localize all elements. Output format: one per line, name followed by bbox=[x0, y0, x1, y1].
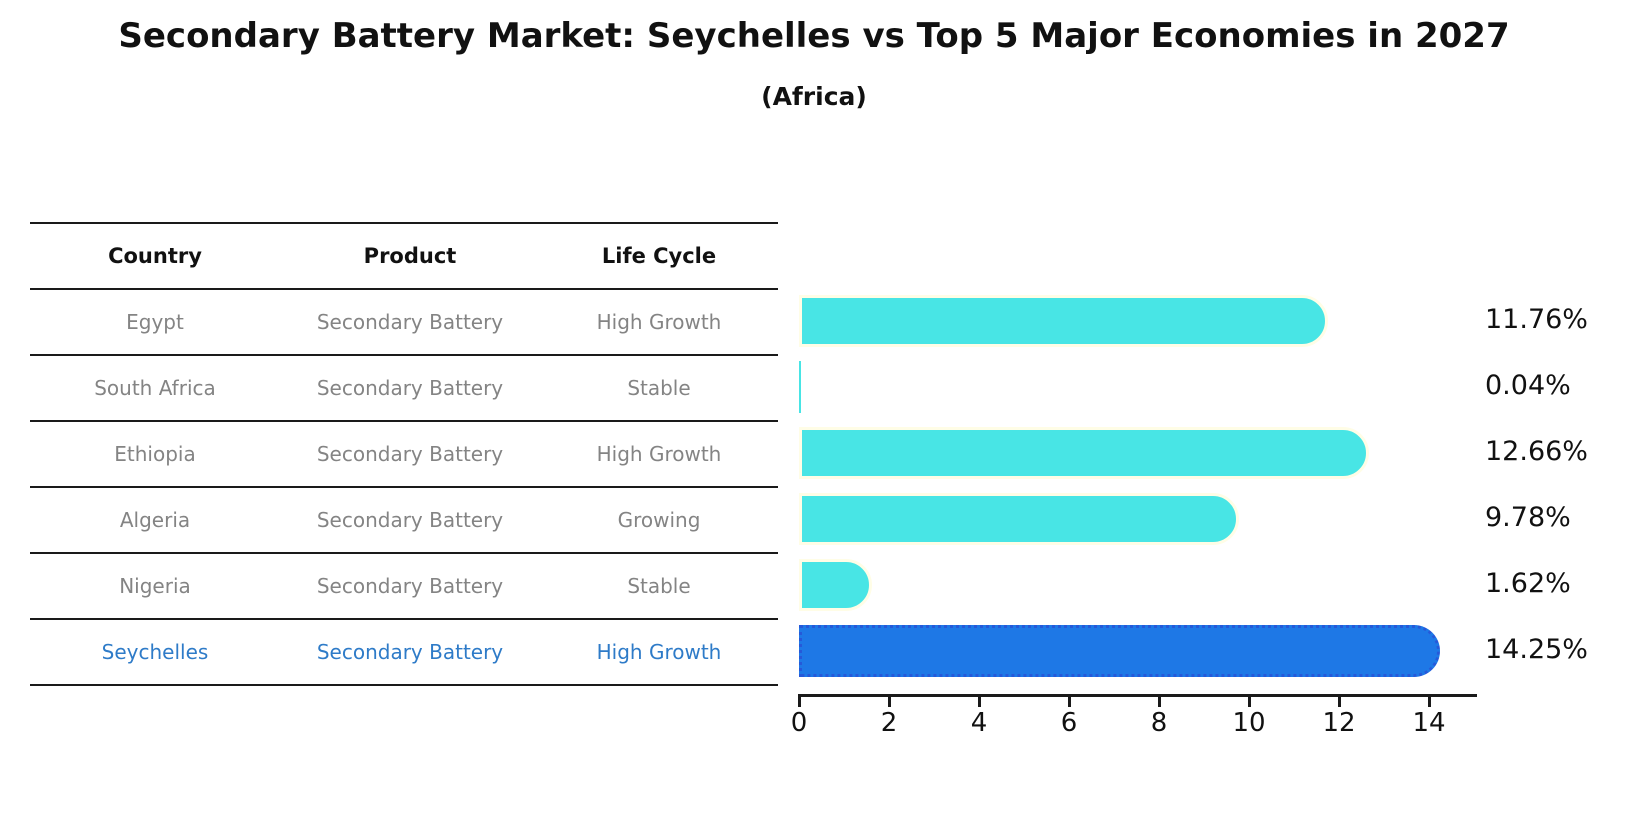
table-cell-product: Secondary Battery bbox=[316, 376, 504, 400]
bar-seychelles bbox=[799, 625, 1441, 677]
table-row: Algeria Secondary Battery Growing bbox=[30, 486, 778, 552]
x-tick-mark bbox=[978, 694, 981, 707]
table-header-country: Country bbox=[108, 244, 202, 268]
table-row: Nigeria Secondary Battery Stable bbox=[30, 552, 778, 618]
table-row: Egypt Secondary Battery High Growth bbox=[30, 288, 778, 354]
x-axis-line bbox=[799, 694, 1477, 697]
x-tick-mark bbox=[1338, 694, 1341, 707]
table-cell-country: Algeria bbox=[119, 508, 191, 532]
bar-value-label: 12.66% bbox=[1485, 436, 1588, 467]
table-row: Ethiopia Secondary Battery High Growth bbox=[30, 420, 778, 486]
table-header-row: Country Product Life Cycle bbox=[30, 222, 778, 288]
x-tick-mark bbox=[1248, 694, 1251, 707]
table-cell-country: Egypt bbox=[126, 310, 184, 334]
table-cell-country: Ethiopia bbox=[114, 442, 196, 466]
table-cell-life-cycle: High Growth bbox=[596, 640, 722, 664]
bar-algeria bbox=[799, 493, 1240, 545]
x-tick-mark bbox=[1428, 694, 1431, 707]
table-row: Seychelles Secondary Battery High Growth bbox=[30, 618, 778, 684]
bar-value-label: 11.76% bbox=[1485, 304, 1588, 335]
table-cell-life-cycle: Stable bbox=[627, 574, 691, 598]
table-cell-country: Nigeria bbox=[119, 574, 191, 598]
table-cell-product: Secondary Battery bbox=[316, 640, 504, 664]
table-header-life-cycle: Life Cycle bbox=[601, 244, 717, 268]
table-cell-life-cycle: Growing bbox=[617, 508, 701, 532]
table-cell-product: Secondary Battery bbox=[316, 508, 504, 532]
bar-value-label: 9.78% bbox=[1485, 502, 1571, 533]
chart-title: Secondary Battery Market: Seychelles vs … bbox=[118, 16, 1510, 56]
x-tick-mark bbox=[1158, 694, 1161, 707]
x-tick-mark bbox=[1068, 694, 1071, 707]
chart-subtitle: (Africa) bbox=[761, 82, 867, 111]
table-cell-product: Secondary Battery bbox=[316, 574, 504, 598]
table-cell-country: Seychelles bbox=[101, 640, 209, 664]
table-cell-country: South Africa bbox=[94, 376, 216, 400]
bar-ethiopia bbox=[799, 427, 1369, 479]
table-cell-product: Secondary Battery bbox=[316, 442, 504, 466]
table-cell-life-cycle: High Growth bbox=[596, 442, 722, 466]
x-tick-label: 6 bbox=[1060, 708, 1078, 738]
x-tick-mark bbox=[888, 694, 891, 707]
x-tick-label: 14 bbox=[1412, 708, 1446, 738]
table-row: South Africa Secondary Battery Stable bbox=[30, 354, 778, 420]
x-tick-label: 12 bbox=[1322, 708, 1356, 738]
x-tick-mark bbox=[798, 694, 801, 707]
bar-nigeria bbox=[799, 559, 872, 611]
bar-value-label: 0.04% bbox=[1485, 370, 1571, 401]
x-tick-label: 2 bbox=[880, 708, 898, 738]
market-table: Country Product Life Cycle Egypt Secondar… bbox=[30, 222, 778, 686]
bar-value-label: 14.25% bbox=[1485, 634, 1588, 665]
bar-south-africa bbox=[799, 361, 801, 413]
table-cell-life-cycle: Stable bbox=[627, 376, 691, 400]
bar-egypt bbox=[799, 295, 1329, 347]
table-header-product: Product bbox=[363, 244, 457, 268]
x-tick-label: 4 bbox=[970, 708, 988, 738]
x-tick-label: 8 bbox=[1150, 708, 1168, 738]
x-tick-label: 0 bbox=[790, 708, 808, 738]
table-cell-life-cycle: High Growth bbox=[596, 310, 722, 334]
x-tick-label: 10 bbox=[1232, 708, 1266, 738]
table-cell-product: Secondary Battery bbox=[316, 310, 504, 334]
bar-value-label: 1.62% bbox=[1485, 568, 1571, 599]
